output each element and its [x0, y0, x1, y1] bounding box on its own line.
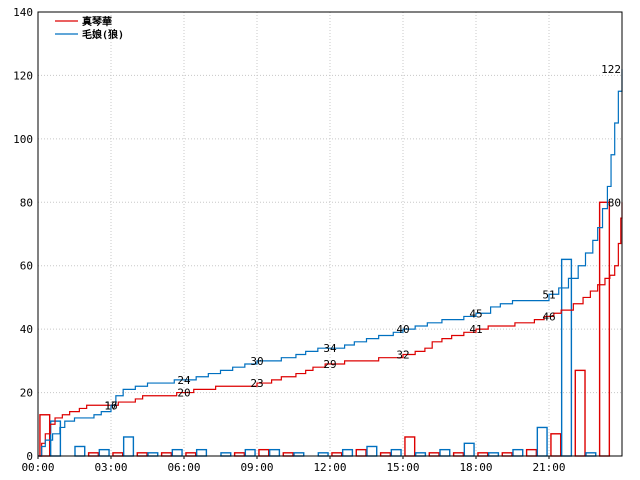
data-label: 41	[469, 323, 482, 336]
data-label: 45	[469, 307, 482, 320]
y-tick-label: 40	[20, 323, 33, 336]
x-tick-label: 15:00	[386, 461, 419, 474]
x-tick-label: 00:00	[21, 461, 54, 474]
x-tick-label: 21:00	[532, 461, 565, 474]
x-tick-label: 12:00	[313, 461, 346, 474]
y-tick-label: 60	[20, 260, 33, 273]
data-label: 24	[177, 374, 191, 387]
series-line	[38, 202, 623, 457]
data-label: 40	[396, 323, 409, 336]
data-label: 17	[104, 399, 117, 412]
y-tick-label: 100	[13, 133, 33, 146]
x-tick-label: 09:00	[240, 461, 273, 474]
data-label: 51	[542, 288, 555, 301]
data-label: 20	[177, 387, 190, 400]
y-tick-label: 120	[13, 69, 33, 82]
y-tick-label: 0	[26, 450, 33, 463]
y-tick-label: 80	[20, 196, 33, 209]
data-label: 80	[608, 196, 621, 209]
series-line	[38, 69, 623, 457]
data-label: 23	[250, 377, 263, 390]
y-tick-label: 140	[13, 6, 33, 19]
x-tick-label: 03:00	[94, 461, 127, 474]
data-label: 122	[601, 63, 621, 76]
legend-label: 毛娘(狼)	[82, 28, 124, 41]
data-label: 46	[542, 310, 555, 323]
legend-label: 真琴華	[82, 15, 112, 28]
data-label: 30	[250, 355, 263, 368]
data-label: 29	[323, 358, 336, 371]
plot-frame	[37, 11, 623, 457]
x-tick-label: 06:00	[167, 461, 200, 474]
data-label: 32	[396, 349, 409, 362]
y-tick-label: 20	[20, 387, 33, 400]
data-label: 34	[323, 342, 337, 355]
x-tick-label: 18:00	[459, 461, 492, 474]
data-label: 16	[104, 399, 117, 412]
